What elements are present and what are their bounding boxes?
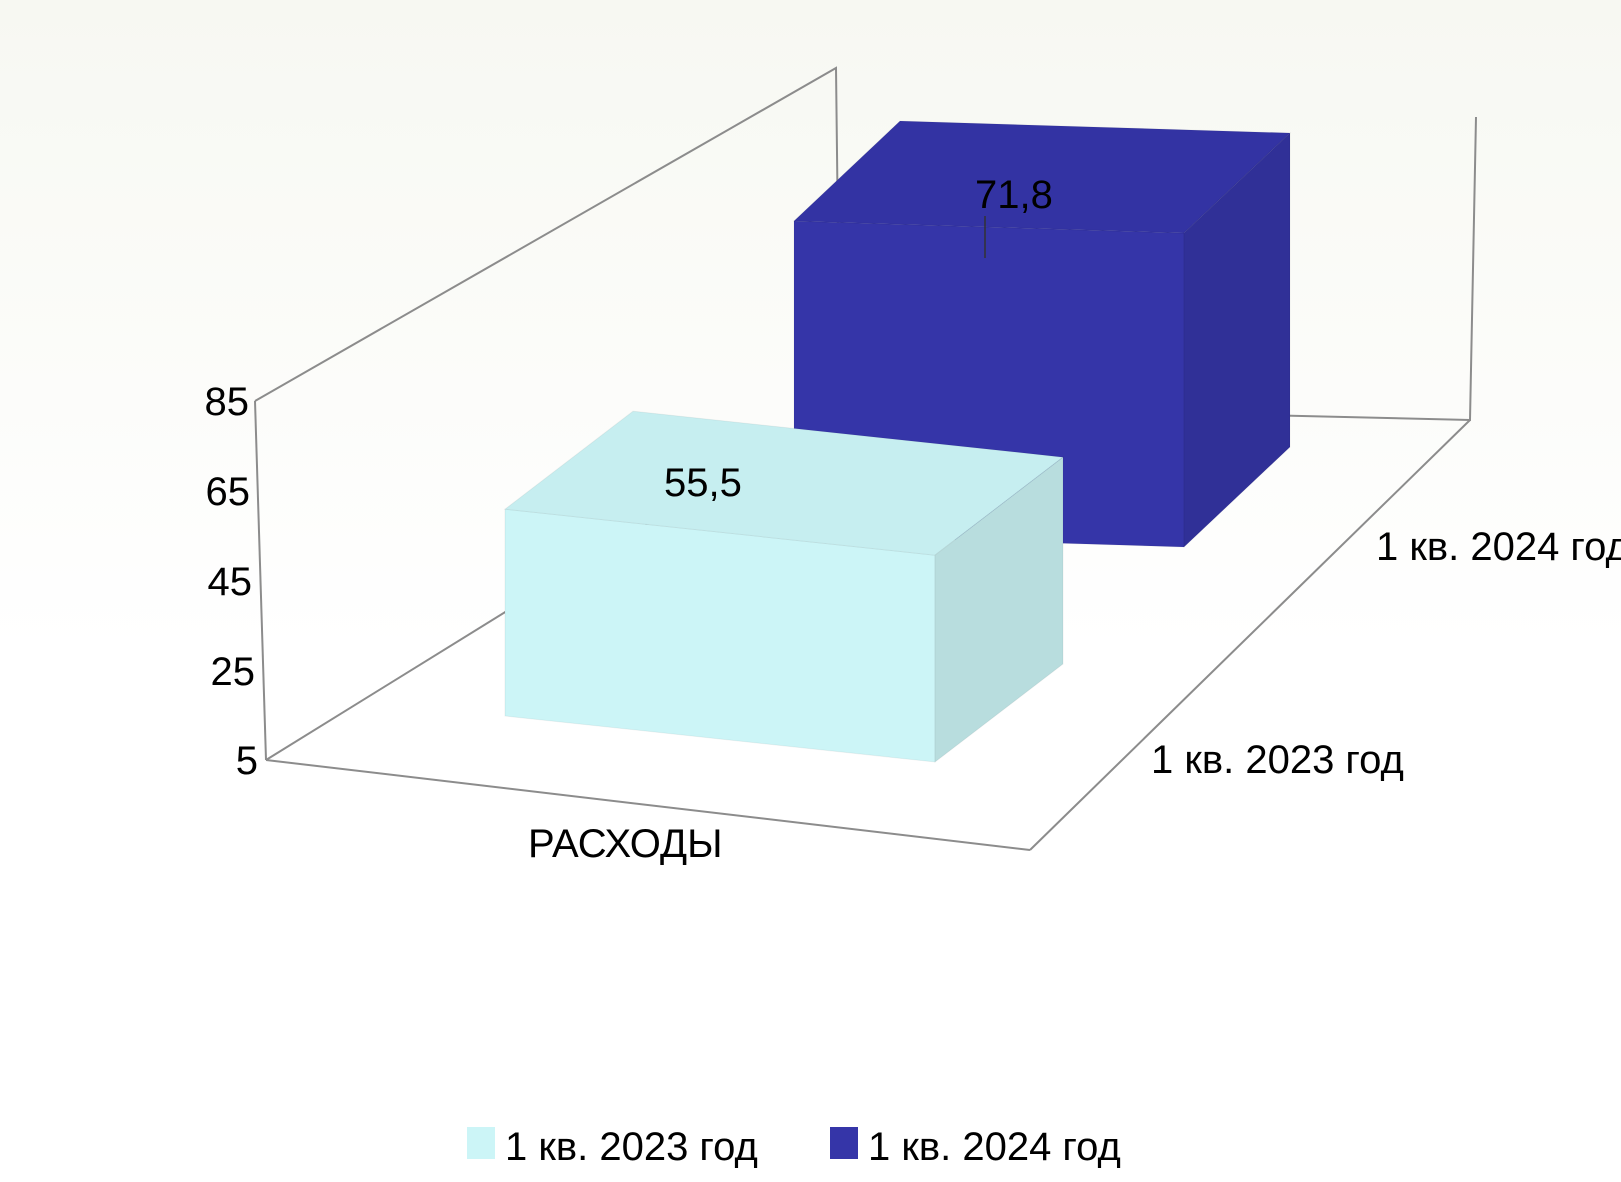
legend-label-2023: 1 кв. 2023 год bbox=[505, 1125, 758, 1169]
bar-series-2024 bbox=[792, 120, 1292, 549]
floor-front-edge bbox=[265, 759, 1031, 851]
y-axis-ticks: 85 65 45 25 5 bbox=[205, 380, 259, 783]
category-label: РАСХОДЫ bbox=[528, 822, 723, 866]
depth-axis-label-2024: 1 кв. 2024 год bbox=[1376, 525, 1621, 569]
data-label-2023: 55,5 bbox=[664, 461, 742, 505]
vertical-axis-line bbox=[254, 400, 267, 761]
back-wall-left bbox=[254, 66, 841, 406]
legend-swatch-2024 bbox=[830, 1127, 858, 1159]
bar-2023-side-face bbox=[934, 456, 1064, 764]
legend: 1 кв. 2023 год 1 кв. 2024 год bbox=[467, 1125, 1121, 1169]
y-tick-label: 5 bbox=[236, 739, 258, 783]
data-label-2024: 71,8 bbox=[975, 173, 1053, 217]
y-tick-label: 45 bbox=[208, 560, 253, 604]
y-tick-label: 25 bbox=[211, 650, 256, 694]
bar-2024-side-face bbox=[1183, 131, 1291, 549]
floor-right-edge bbox=[1029, 419, 1471, 851]
bar-series-2023 bbox=[503, 410, 1065, 764]
depth-axis-label-2023: 1 кв. 2023 год bbox=[1151, 738, 1404, 782]
legend-label-2024: 1 кв. 2024 год bbox=[868, 1125, 1121, 1169]
y-tick-label: 65 bbox=[206, 470, 251, 514]
legend-swatch-2023 bbox=[467, 1127, 495, 1159]
y-tick-label: 85 bbox=[205, 380, 250, 424]
